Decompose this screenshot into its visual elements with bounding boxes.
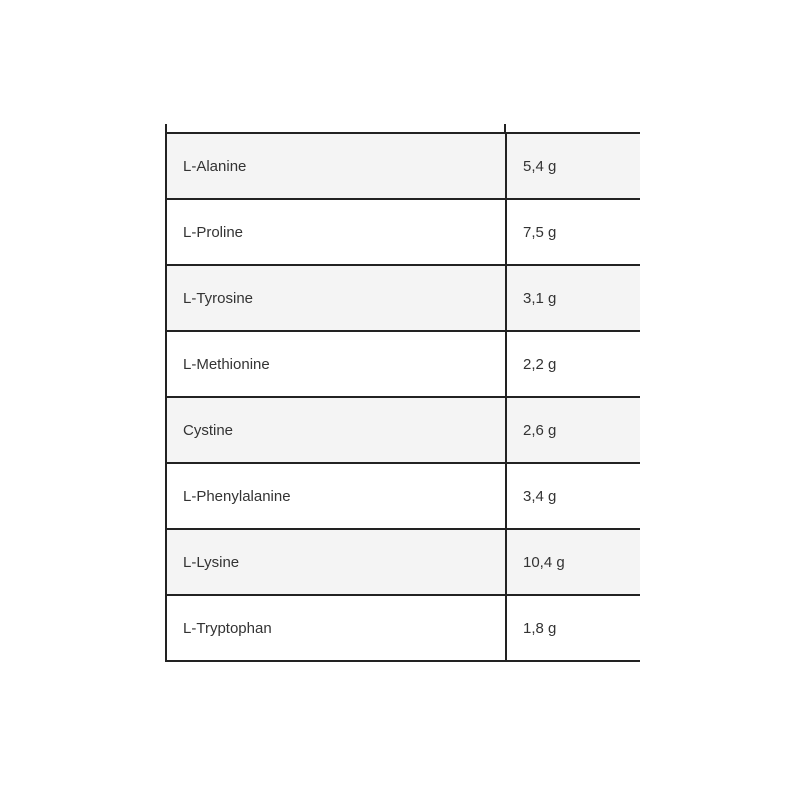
amino-acid-amount: 2,2 g xyxy=(506,330,640,398)
table-row: L-Proline 7,5 g xyxy=(165,198,640,266)
amino-acid-amount: 7,5 g xyxy=(506,198,640,266)
amino-acid-amount: 10,4 g xyxy=(506,528,640,596)
table-row: Cystine 2,6 g xyxy=(165,396,640,464)
table-row: L-Phenylalanine 3,4 g xyxy=(165,462,640,530)
amino-acid-name: L-Tryptophan xyxy=(165,594,507,662)
amino-acid-name: L-Alanine xyxy=(165,132,507,200)
amino-acid-name: L-Lysine xyxy=(165,528,507,596)
table-row: L-Alanine 5,4 g xyxy=(165,132,640,200)
amino-acid-name: L-Methionine xyxy=(165,330,507,398)
table-row: L-Tryptophan 1,8 g xyxy=(165,594,640,662)
amino-acid-amount: 1,8 g xyxy=(506,594,640,662)
table-border-stub-left xyxy=(165,124,167,133)
amino-acid-amount: 3,4 g xyxy=(506,462,640,530)
amino-acid-name: Cystine xyxy=(165,396,507,464)
table-row: L-Methionine 2,2 g xyxy=(165,330,640,398)
table-row: L-Tyrosine 3,1 g xyxy=(165,264,640,332)
amino-acid-name: L-Phenylalanine xyxy=(165,462,507,530)
amino-acid-table: L-Alanine 5,4 g L-Proline 7,5 g L-Tyrosine 3,… xyxy=(165,132,640,662)
amino-acid-name: L-Proline xyxy=(165,198,507,266)
amino-acid-amount: 3,1 g xyxy=(506,264,640,332)
amino-acid-name: L-Tyrosine xyxy=(165,264,507,332)
table-row: L-Lysine 10,4 g xyxy=(165,528,640,596)
table-border-stub-middle xyxy=(504,124,506,133)
amino-acid-amount: 5,4 g xyxy=(506,132,640,200)
amino-acid-amount: 2,6 g xyxy=(506,396,640,464)
